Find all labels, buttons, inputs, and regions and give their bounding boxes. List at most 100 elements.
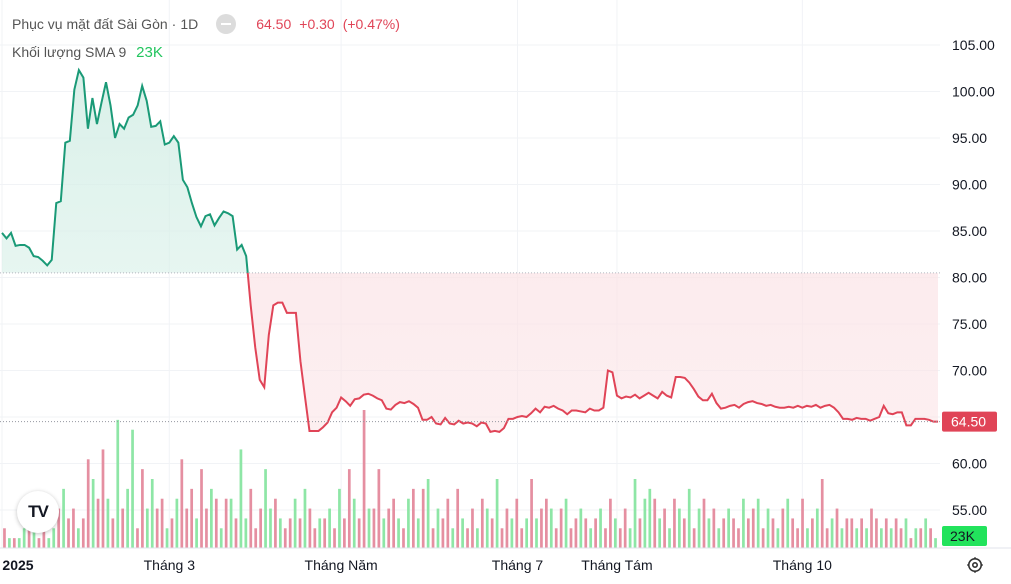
volume-bar bbox=[865, 528, 868, 548]
volume-bar bbox=[200, 469, 203, 548]
volume-bar bbox=[796, 528, 799, 548]
volume-bar bbox=[303, 488, 307, 548]
volume-bar bbox=[786, 498, 790, 548]
volume-bar bbox=[722, 518, 726, 548]
volume-bar bbox=[77, 528, 80, 548]
y-tick-label: 90.00 bbox=[952, 177, 987, 193]
volume-bar bbox=[623, 508, 627, 548]
volume-bar bbox=[515, 498, 519, 548]
volume-bar bbox=[781, 508, 785, 548]
volume-bar bbox=[599, 508, 602, 548]
volume-bar bbox=[835, 508, 839, 548]
last-price-badge-label: 64.50 bbox=[951, 414, 986, 430]
volume-bar bbox=[456, 488, 460, 548]
volume-bar bbox=[485, 508, 489, 548]
interval-label[interactable]: 1D bbox=[180, 16, 199, 32]
volume-bar bbox=[540, 508, 543, 548]
volume-bar bbox=[328, 508, 331, 548]
volume-bar bbox=[495, 479, 499, 548]
volume-bar bbox=[658, 518, 662, 548]
volume-bar bbox=[52, 528, 56, 548]
x-tick-label: Tháng 3 bbox=[144, 557, 196, 573]
gear-icon[interactable] bbox=[966, 556, 984, 574]
x-tick-label: Tháng Năm bbox=[305, 557, 378, 573]
volume-bar bbox=[643, 498, 647, 548]
volume-bar bbox=[160, 498, 164, 548]
volume-bar bbox=[904, 518, 908, 548]
volume-bar bbox=[702, 498, 706, 548]
volume-bar bbox=[288, 518, 292, 548]
volume-bar bbox=[875, 518, 878, 548]
volume-bar bbox=[840, 528, 844, 548]
volume-bar bbox=[535, 518, 538, 548]
volume-bar bbox=[594, 518, 597, 548]
volume-bar bbox=[687, 488, 691, 548]
volume-bar bbox=[278, 518, 282, 548]
volume-bar bbox=[894, 518, 898, 548]
volume-bar bbox=[564, 498, 568, 548]
symbol-title[interactable]: Phục vụ mặt đất Sài Gòn bbox=[12, 16, 168, 32]
volume-bar bbox=[879, 528, 883, 548]
volume-bar bbox=[269, 508, 272, 548]
volume-bar bbox=[633, 479, 637, 548]
volume-bar bbox=[820, 479, 824, 548]
volume-bar bbox=[525, 518, 529, 548]
volume-bar bbox=[929, 528, 932, 548]
y-tick-label: 105.00 bbox=[952, 37, 995, 53]
volume-bar bbox=[436, 508, 440, 548]
volume-bar bbox=[549, 508, 553, 548]
volume-bar bbox=[461, 518, 464, 548]
volume-bar bbox=[313, 528, 317, 548]
legend-change-pct: (+0.47%) bbox=[342, 16, 400, 32]
volume-bar bbox=[604, 528, 607, 548]
volume-bar bbox=[520, 528, 524, 548]
volume-bar bbox=[333, 528, 336, 548]
tradingview-logo-icon[interactable]: TV bbox=[17, 491, 59, 533]
volume-bar bbox=[131, 429, 134, 548]
volume-bar bbox=[476, 528, 479, 548]
volume-bar bbox=[3, 528, 6, 548]
volume-bar bbox=[214, 498, 218, 548]
volume-bar bbox=[924, 518, 928, 548]
volume-bar bbox=[293, 498, 297, 548]
volume-bar bbox=[62, 488, 65, 548]
volume-bar bbox=[274, 498, 277, 548]
x-tick-label: Tháng 7 bbox=[492, 557, 544, 573]
eye-toggle-icon[interactable] bbox=[216, 14, 237, 34]
volume-bar bbox=[510, 518, 514, 548]
volume-bar bbox=[298, 518, 302, 548]
volume-bar bbox=[554, 528, 558, 548]
volume-bar bbox=[471, 508, 474, 548]
volume-bar bbox=[732, 518, 735, 548]
volume-bar bbox=[362, 410, 366, 548]
volume-bar bbox=[426, 479, 430, 548]
volume-bar bbox=[801, 498, 804, 548]
y-tick-label: 80.00 bbox=[952, 270, 987, 286]
legend-change: +0.30 bbox=[299, 16, 335, 32]
volume-bar bbox=[165, 528, 169, 548]
volume-bar bbox=[377, 469, 381, 548]
volume-bar bbox=[141, 469, 144, 548]
volume-bar bbox=[845, 518, 849, 548]
volume-bar bbox=[466, 528, 469, 548]
volume-bar bbox=[771, 518, 775, 548]
volume-bar bbox=[372, 508, 376, 548]
volume-legend-label[interactable]: Khối lượng SMA 9 bbox=[12, 44, 127, 60]
volume-bar bbox=[815, 508, 819, 548]
y-tick-label: 95.00 bbox=[952, 130, 987, 146]
volume-bar bbox=[42, 528, 46, 548]
volume-bar bbox=[653, 498, 657, 548]
volume-bar bbox=[569, 528, 573, 548]
volume-bar bbox=[224, 498, 228, 548]
volume-bar bbox=[855, 528, 859, 548]
volume-bar bbox=[609, 498, 612, 548]
volume-bar bbox=[175, 498, 179, 548]
y-tick-label: 70.00 bbox=[952, 363, 987, 379]
volume-bar bbox=[106, 498, 110, 548]
volume-bar bbox=[545, 498, 548, 548]
volume-bar bbox=[185, 508, 189, 548]
legend-price: 64.50 bbox=[256, 16, 292, 32]
volume-bar bbox=[692, 528, 696, 548]
volume-bar bbox=[190, 488, 194, 548]
